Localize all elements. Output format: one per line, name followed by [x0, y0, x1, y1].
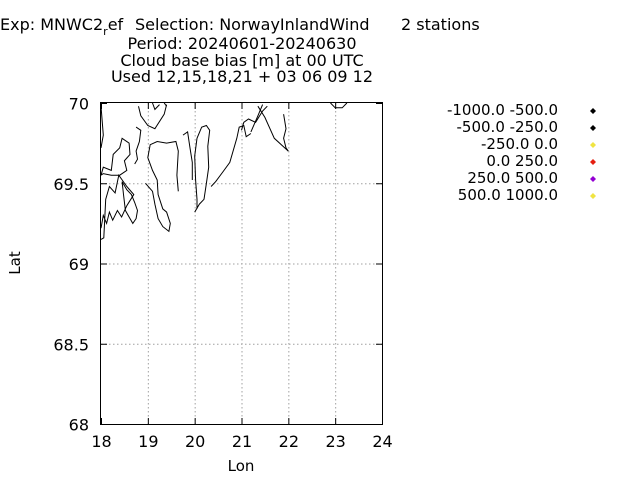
legend-entry-label: -250.0 0.0: [481, 135, 558, 153]
coastline: [100, 102, 348, 240]
y-tick-label: 69: [69, 255, 89, 274]
coastline-segment: [100, 173, 135, 240]
y-tick-label: 70: [69, 95, 89, 114]
exp-suffix: ef: [108, 15, 124, 34]
legend-marker: [590, 125, 596, 131]
x-axis-ticks: 18 19 20 21 22 23 24: [91, 103, 393, 451]
chart-title: Cloud base bias [m] at 00 UTC: [120, 51, 363, 70]
legend-marker: [590, 108, 596, 114]
x-tick-label: 24: [372, 432, 392, 451]
legend-entry-label: 500.0 1000.0: [458, 186, 558, 204]
coastline-segment: [250, 104, 264, 133]
exp-prefix: Exp: MNWC2: [0, 15, 103, 34]
coastline-segment: [163, 102, 168, 107]
legend-entry-label: 0.0 250.0: [486, 152, 558, 170]
coastline-segment: [182, 131, 193, 180]
y-axis-ticks: 68 68.5 69 69.5 70: [53, 95, 382, 435]
x-tick-label: 22: [279, 432, 299, 451]
station-count: 2 stations: [401, 15, 480, 34]
exp-label: Exp: MNWC2ref: [0, 15, 124, 38]
x-tick-label: 23: [325, 432, 345, 451]
coastline-segment: [283, 114, 289, 152]
plot-frame: [100, 102, 383, 425]
x-tick-label: 20: [185, 432, 205, 451]
coastline-segment: [138, 104, 168, 130]
coastline-segment: [134, 126, 142, 165]
legend-marker: [590, 142, 596, 148]
coastline-segment: [145, 140, 179, 233]
y-tick-label: 68: [69, 416, 89, 435]
coastline-segment: [241, 105, 268, 131]
legend-entry-label: 250.0 500.0: [467, 169, 558, 187]
coastline-segment: [210, 124, 252, 187]
y-tick-label: 68.5: [53, 335, 89, 354]
legend-entry-label: -1000.0 -500.0: [447, 101, 558, 119]
x-tick-label: 21: [232, 432, 252, 451]
coastline-segment: [194, 124, 211, 213]
exp-subscript: r: [103, 25, 108, 38]
legend-marker: [590, 159, 596, 165]
coastline-segment: [257, 105, 289, 152]
coastline-segment: [330, 102, 348, 109]
y-tick-label: 69.5: [53, 175, 89, 194]
coastline-segment: [152, 102, 160, 111]
coastline-segment: [121, 181, 139, 225]
legend: -1000.0 -500.0-500.0 -250.0-250.0 0.00.0…: [447, 101, 596, 204]
legend-entry-label: -500.0 -250.0: [457, 118, 558, 136]
y-axis-label: Lat: [6, 251, 24, 275]
x-tick-label: 18: [91, 432, 111, 451]
legend-marker: [590, 193, 596, 199]
grid-lines: [101, 103, 382, 424]
x-tick-label: 19: [138, 432, 158, 451]
coastline-segment: [100, 106, 104, 148]
used-times-label: Used 12,15,18,21 + 03 06 09 12: [111, 67, 373, 86]
selection-label: Selection: NorwayInlandWind: [135, 15, 370, 34]
legend-marker: [590, 176, 596, 182]
coastline-segment: [100, 137, 131, 176]
period-label: Period: 20240601-20240630: [127, 34, 356, 53]
x-axis-label: Lon: [228, 457, 255, 475]
